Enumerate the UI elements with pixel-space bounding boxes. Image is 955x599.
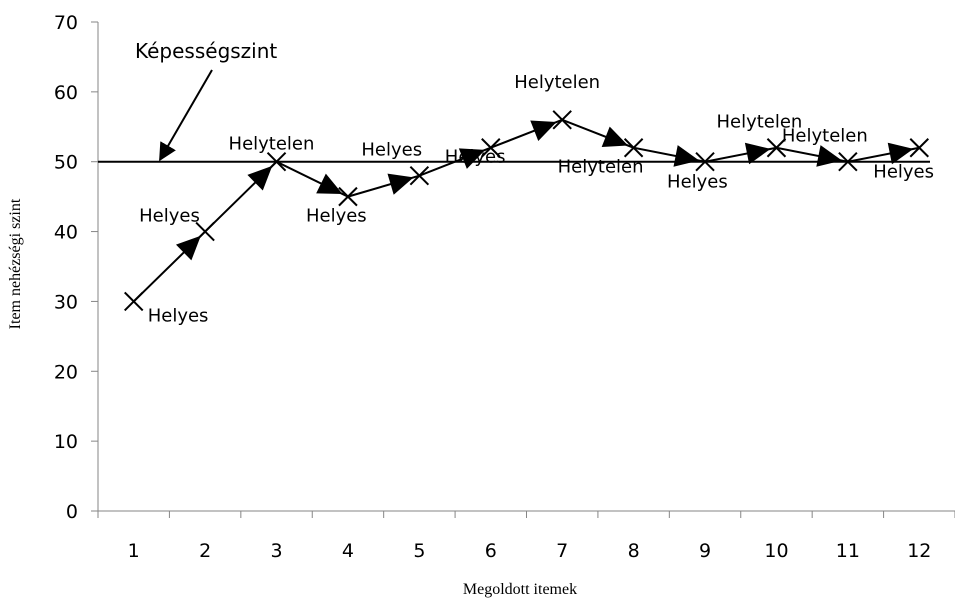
x-tick-label: 1 xyxy=(128,540,140,562)
data-point-label: Helyes xyxy=(873,162,934,183)
y-tick-label: 40 xyxy=(54,222,78,244)
y-tick-label: 10 xyxy=(54,431,78,453)
y-tick-label: 50 xyxy=(54,152,78,174)
y-axis-title: Item nehézségi szint xyxy=(7,198,24,329)
data-point-marker xyxy=(266,152,287,172)
data-point-marker xyxy=(623,138,644,158)
data-point-label: Helyes xyxy=(139,206,200,227)
y-tick-label: 60 xyxy=(54,82,78,104)
data-point-label: Helyes xyxy=(306,206,367,227)
arrow-head xyxy=(387,173,414,195)
y-tick-label: 0 xyxy=(66,501,78,523)
annotation-label: Képességszint xyxy=(135,39,277,63)
x-axis-ticks: 1 2 3 4 5 6 7 8 9 10 11 12 xyxy=(97,511,955,562)
x-axis-title: Megoldott itemek xyxy=(463,581,577,598)
arrow-head xyxy=(247,165,273,191)
y-axis-ticks: 0 10 20 30 40 50 60 70 xyxy=(54,12,98,523)
arrow-head xyxy=(458,148,486,169)
data-point-marker xyxy=(838,152,858,172)
data-point-label: Helytelen xyxy=(782,126,868,147)
x-tick-label: 11 xyxy=(836,540,860,562)
data-point-label: Helyes xyxy=(667,172,728,193)
data-point-label: Helytelen xyxy=(716,112,802,133)
data-point-marker xyxy=(695,152,715,172)
annotation-group: Képességszint xyxy=(135,39,277,162)
arrow-head xyxy=(316,173,343,195)
x-tick-label: 6 xyxy=(485,540,497,562)
data-point-label: Helytelen xyxy=(229,134,315,155)
x-tick-label: 8 xyxy=(628,540,640,562)
x-tick-label: 4 xyxy=(342,540,354,562)
data-point-label: Helyes xyxy=(148,305,209,326)
data-point-marker xyxy=(552,110,572,130)
axes xyxy=(97,22,955,512)
data-point-marker xyxy=(909,138,929,158)
x-tick-label: 2 xyxy=(199,540,211,562)
arrow-head xyxy=(175,235,201,261)
y-tick-label: 20 xyxy=(54,361,78,383)
x-tick-label: 3 xyxy=(270,540,282,562)
y-tick-label: 70 xyxy=(54,12,78,34)
arrow-head xyxy=(530,120,557,141)
series-path xyxy=(133,118,920,303)
data-point-label: Helyes xyxy=(445,147,506,168)
arrow-head xyxy=(601,126,629,148)
arrow-head xyxy=(887,142,914,165)
x-tick-label: 12 xyxy=(907,540,931,562)
x-tick-label: 7 xyxy=(556,540,568,562)
annotation-arrow xyxy=(159,69,213,162)
y-tick-label: 30 xyxy=(54,291,78,313)
data-point-label: Helytelen xyxy=(558,157,644,178)
x-tick-label: 10 xyxy=(764,540,788,562)
x-tick-label: 9 xyxy=(699,540,711,562)
data-point-marker xyxy=(124,291,144,312)
point-markers xyxy=(124,110,929,312)
data-point-marker xyxy=(338,186,358,207)
data-point-marker xyxy=(195,221,215,242)
x-tick-label: 5 xyxy=(413,540,425,562)
arrow-head xyxy=(673,145,700,167)
data-point-label: Helyes xyxy=(361,140,422,161)
data-point-label: Helytelen xyxy=(514,72,600,93)
arrow-head xyxy=(816,145,842,167)
arrow-head xyxy=(744,142,771,165)
data-point-marker xyxy=(766,138,787,158)
data-point-marker xyxy=(409,165,430,186)
data-point-marker xyxy=(481,138,501,158)
